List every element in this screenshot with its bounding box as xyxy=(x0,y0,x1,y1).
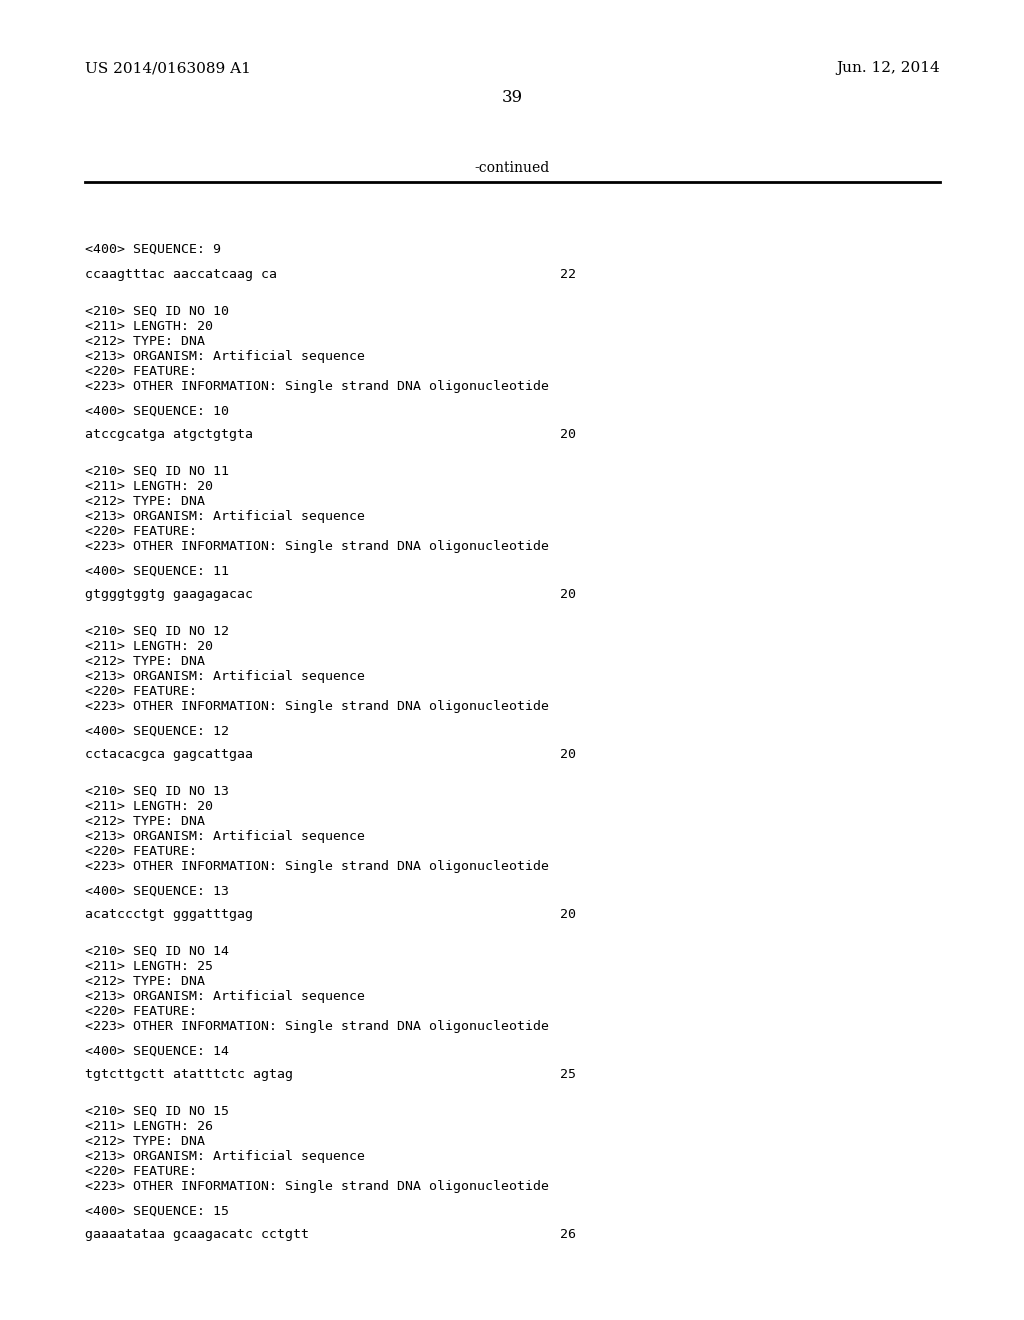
Text: <223> OTHER INFORMATION: Single strand DNA oligonucleotide: <223> OTHER INFORMATION: Single strand D… xyxy=(85,861,549,873)
Text: acatccctgt gggatttgag: acatccctgt gggatttgag xyxy=(85,908,253,921)
Text: <210> SEQ ID NO 11: <210> SEQ ID NO 11 xyxy=(85,465,229,478)
Text: <210> SEQ ID NO 13: <210> SEQ ID NO 13 xyxy=(85,785,229,799)
Text: <223> OTHER INFORMATION: Single strand DNA oligonucleotide: <223> OTHER INFORMATION: Single strand D… xyxy=(85,700,549,713)
Text: <220> FEATURE:: <220> FEATURE: xyxy=(85,1005,197,1018)
Text: US 2014/0163089 A1: US 2014/0163089 A1 xyxy=(85,61,251,75)
Text: <220> FEATURE:: <220> FEATURE: xyxy=(85,1166,197,1177)
Text: <220> FEATURE:: <220> FEATURE: xyxy=(85,366,197,378)
Text: <223> OTHER INFORMATION: Single strand DNA oligonucleotide: <223> OTHER INFORMATION: Single strand D… xyxy=(85,1180,549,1193)
Text: <210> SEQ ID NO 10: <210> SEQ ID NO 10 xyxy=(85,305,229,318)
Text: <400> SEQUENCE: 12: <400> SEQUENCE: 12 xyxy=(85,725,229,738)
Text: <212> TYPE: DNA: <212> TYPE: DNA xyxy=(85,814,205,828)
Text: 20: 20 xyxy=(560,428,575,441)
Text: 20: 20 xyxy=(560,587,575,601)
Text: <213> ORGANISM: Artificial sequence: <213> ORGANISM: Artificial sequence xyxy=(85,1150,365,1163)
Text: <220> FEATURE:: <220> FEATURE: xyxy=(85,525,197,539)
Text: 20: 20 xyxy=(560,908,575,921)
Text: <213> ORGANISM: Artificial sequence: <213> ORGANISM: Artificial sequence xyxy=(85,510,365,523)
Text: -continued: -continued xyxy=(474,161,550,176)
Text: <210> SEQ ID NO 12: <210> SEQ ID NO 12 xyxy=(85,624,229,638)
Text: <220> FEATURE:: <220> FEATURE: xyxy=(85,685,197,698)
Text: 22: 22 xyxy=(560,268,575,281)
Text: <400> SEQUENCE: 15: <400> SEQUENCE: 15 xyxy=(85,1205,229,1218)
Text: gaaaatataa gcaagacatc cctgtt: gaaaatataa gcaagacatc cctgtt xyxy=(85,1228,309,1241)
Text: <400> SEQUENCE: 13: <400> SEQUENCE: 13 xyxy=(85,884,229,898)
Text: <400> SEQUENCE: 11: <400> SEQUENCE: 11 xyxy=(85,565,229,578)
Text: ccaagtttac aaccatcaag ca: ccaagtttac aaccatcaag ca xyxy=(85,268,278,281)
Text: 25: 25 xyxy=(560,1068,575,1081)
Text: <210> SEQ ID NO 14: <210> SEQ ID NO 14 xyxy=(85,945,229,958)
Text: 26: 26 xyxy=(560,1228,575,1241)
Text: <211> LENGTH: 20: <211> LENGTH: 20 xyxy=(85,480,213,492)
Text: <400> SEQUENCE: 9: <400> SEQUENCE: 9 xyxy=(85,243,221,256)
Text: tgtcttgctt atatttctc agtag: tgtcttgctt atatttctc agtag xyxy=(85,1068,293,1081)
Text: <400> SEQUENCE: 10: <400> SEQUENCE: 10 xyxy=(85,405,229,418)
Text: <211> LENGTH: 26: <211> LENGTH: 26 xyxy=(85,1119,213,1133)
Text: <223> OTHER INFORMATION: Single strand DNA oligonucleotide: <223> OTHER INFORMATION: Single strand D… xyxy=(85,1020,549,1034)
Text: <213> ORGANISM: Artificial sequence: <213> ORGANISM: Artificial sequence xyxy=(85,830,365,843)
Text: <220> FEATURE:: <220> FEATURE: xyxy=(85,845,197,858)
Text: 39: 39 xyxy=(502,90,522,107)
Text: cctacacgca gagcattgaa: cctacacgca gagcattgaa xyxy=(85,748,253,762)
Text: <223> OTHER INFORMATION: Single strand DNA oligonucleotide: <223> OTHER INFORMATION: Single strand D… xyxy=(85,380,549,393)
Text: <213> ORGANISM: Artificial sequence: <213> ORGANISM: Artificial sequence xyxy=(85,990,365,1003)
Text: <400> SEQUENCE: 14: <400> SEQUENCE: 14 xyxy=(85,1045,229,1059)
Text: <212> TYPE: DNA: <212> TYPE: DNA xyxy=(85,975,205,987)
Text: <211> LENGTH: 20: <211> LENGTH: 20 xyxy=(85,319,213,333)
Text: <213> ORGANISM: Artificial sequence: <213> ORGANISM: Artificial sequence xyxy=(85,350,365,363)
Text: Jun. 12, 2014: Jun. 12, 2014 xyxy=(837,61,940,75)
Text: <211> LENGTH: 20: <211> LENGTH: 20 xyxy=(85,800,213,813)
Text: <223> OTHER INFORMATION: Single strand DNA oligonucleotide: <223> OTHER INFORMATION: Single strand D… xyxy=(85,540,549,553)
Text: atccgcatga atgctgtgta: atccgcatga atgctgtgta xyxy=(85,428,253,441)
Text: <211> LENGTH: 25: <211> LENGTH: 25 xyxy=(85,960,213,973)
Text: <213> ORGANISM: Artificial sequence: <213> ORGANISM: Artificial sequence xyxy=(85,671,365,682)
Text: <212> TYPE: DNA: <212> TYPE: DNA xyxy=(85,655,205,668)
Text: <212> TYPE: DNA: <212> TYPE: DNA xyxy=(85,335,205,348)
Text: 20: 20 xyxy=(560,748,575,762)
Text: <212> TYPE: DNA: <212> TYPE: DNA xyxy=(85,495,205,508)
Text: <210> SEQ ID NO 15: <210> SEQ ID NO 15 xyxy=(85,1105,229,1118)
Text: <212> TYPE: DNA: <212> TYPE: DNA xyxy=(85,1135,205,1148)
Text: gtgggtggtg gaagagacac: gtgggtggtg gaagagacac xyxy=(85,587,253,601)
Text: <211> LENGTH: 20: <211> LENGTH: 20 xyxy=(85,640,213,653)
